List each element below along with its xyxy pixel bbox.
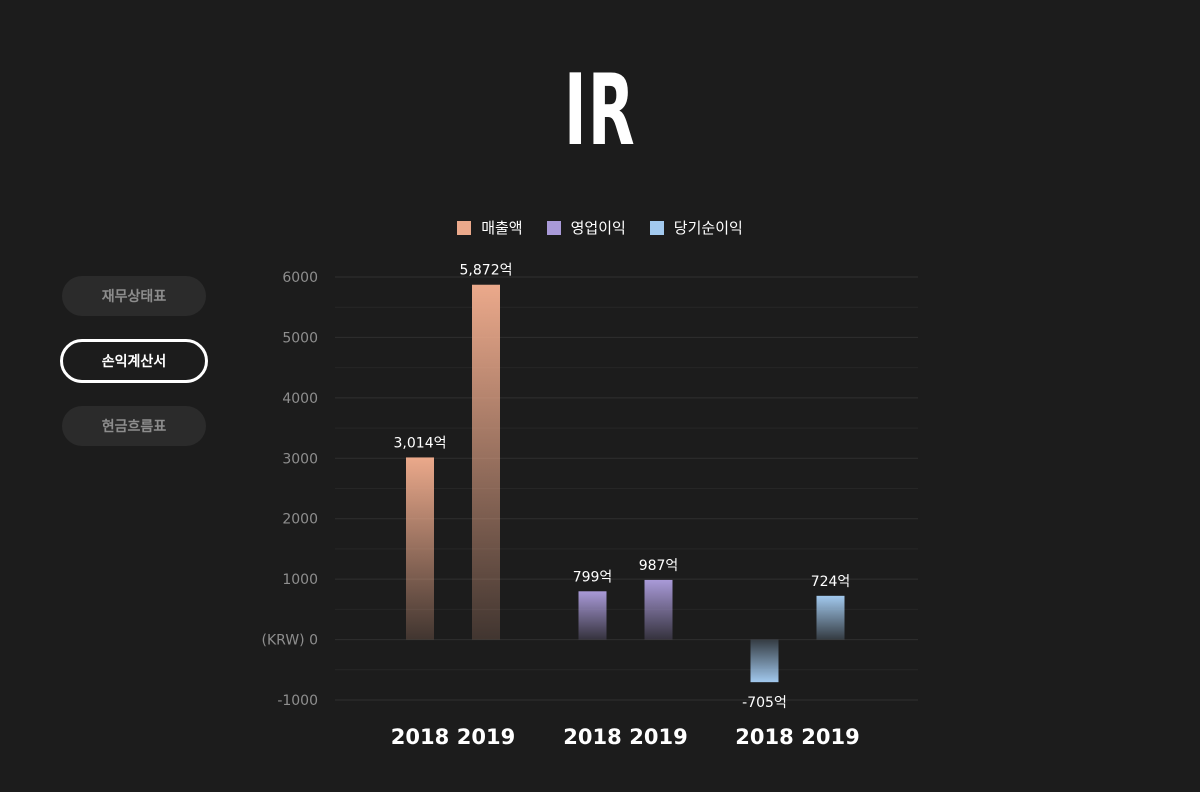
legend-label-operating-profit: 영업이익	[570, 219, 626, 237]
y-tick-label: 5000	[282, 330, 318, 346]
y-tick-label: -1000	[277, 693, 318, 709]
data-label: 724억	[811, 574, 851, 590]
x-tick-label: 2018	[735, 725, 793, 749]
bar-revenue-2019	[472, 284, 500, 640]
bar-operating-profit-2018	[578, 591, 607, 640]
x-tick-label: 2019	[457, 725, 515, 749]
bar-net-income-2018	[750, 639, 779, 683]
legend-swatch-net-income	[649, 220, 664, 235]
tab-cash-flow[interactable]: 현금흐름표	[62, 406, 206, 446]
tab-balance-sheet[interactable]: 재무상태표	[62, 276, 206, 316]
tab-income-statement[interactable]: 손익계산서	[60, 339, 208, 383]
legend-item-operating-profit: 영업이익	[546, 217, 626, 238]
x-tick-label: 2018	[563, 725, 621, 749]
legend-item-net-income: 당기순이익	[649, 217, 743, 238]
legend-swatch-operating-profit	[546, 220, 561, 235]
y-tick-label: 1000	[282, 572, 318, 588]
data-label: -705억	[742, 695, 787, 711]
bar-net-income-2019	[816, 595, 845, 640]
x-tick-label: 2019	[629, 725, 687, 749]
legend-swatch-revenue	[457, 220, 472, 235]
page-title: IR	[564, 54, 636, 168]
x-tick-label: 2018	[391, 725, 449, 749]
legend-label-net-income: 당기순이익	[673, 219, 743, 237]
y-tick-label: 2000	[282, 512, 318, 528]
chart-legend: 매출액 영업이익 당기순이익	[0, 217, 1200, 238]
data-label: 5,872억	[460, 263, 513, 279]
data-label: 987억	[639, 558, 679, 574]
y-tick-label: (KRW) 0	[262, 633, 318, 649]
data-label: 3,014억	[394, 435, 447, 451]
legend-label-revenue: 매출액	[481, 219, 523, 237]
bar-revenue-2018	[406, 457, 434, 640]
y-tick-label: 6000	[282, 270, 318, 286]
statement-tabs: 재무상태표 손익계산서 현금흐름표	[60, 276, 208, 471]
legend-item-revenue: 매출액	[457, 217, 523, 238]
bar-operating-profit-2019	[644, 579, 673, 640]
y-tick-label: 3000	[282, 451, 318, 467]
y-tick-label: 4000	[282, 391, 318, 407]
x-tick-label: 2019	[801, 725, 859, 749]
data-label: 799억	[573, 569, 613, 585]
